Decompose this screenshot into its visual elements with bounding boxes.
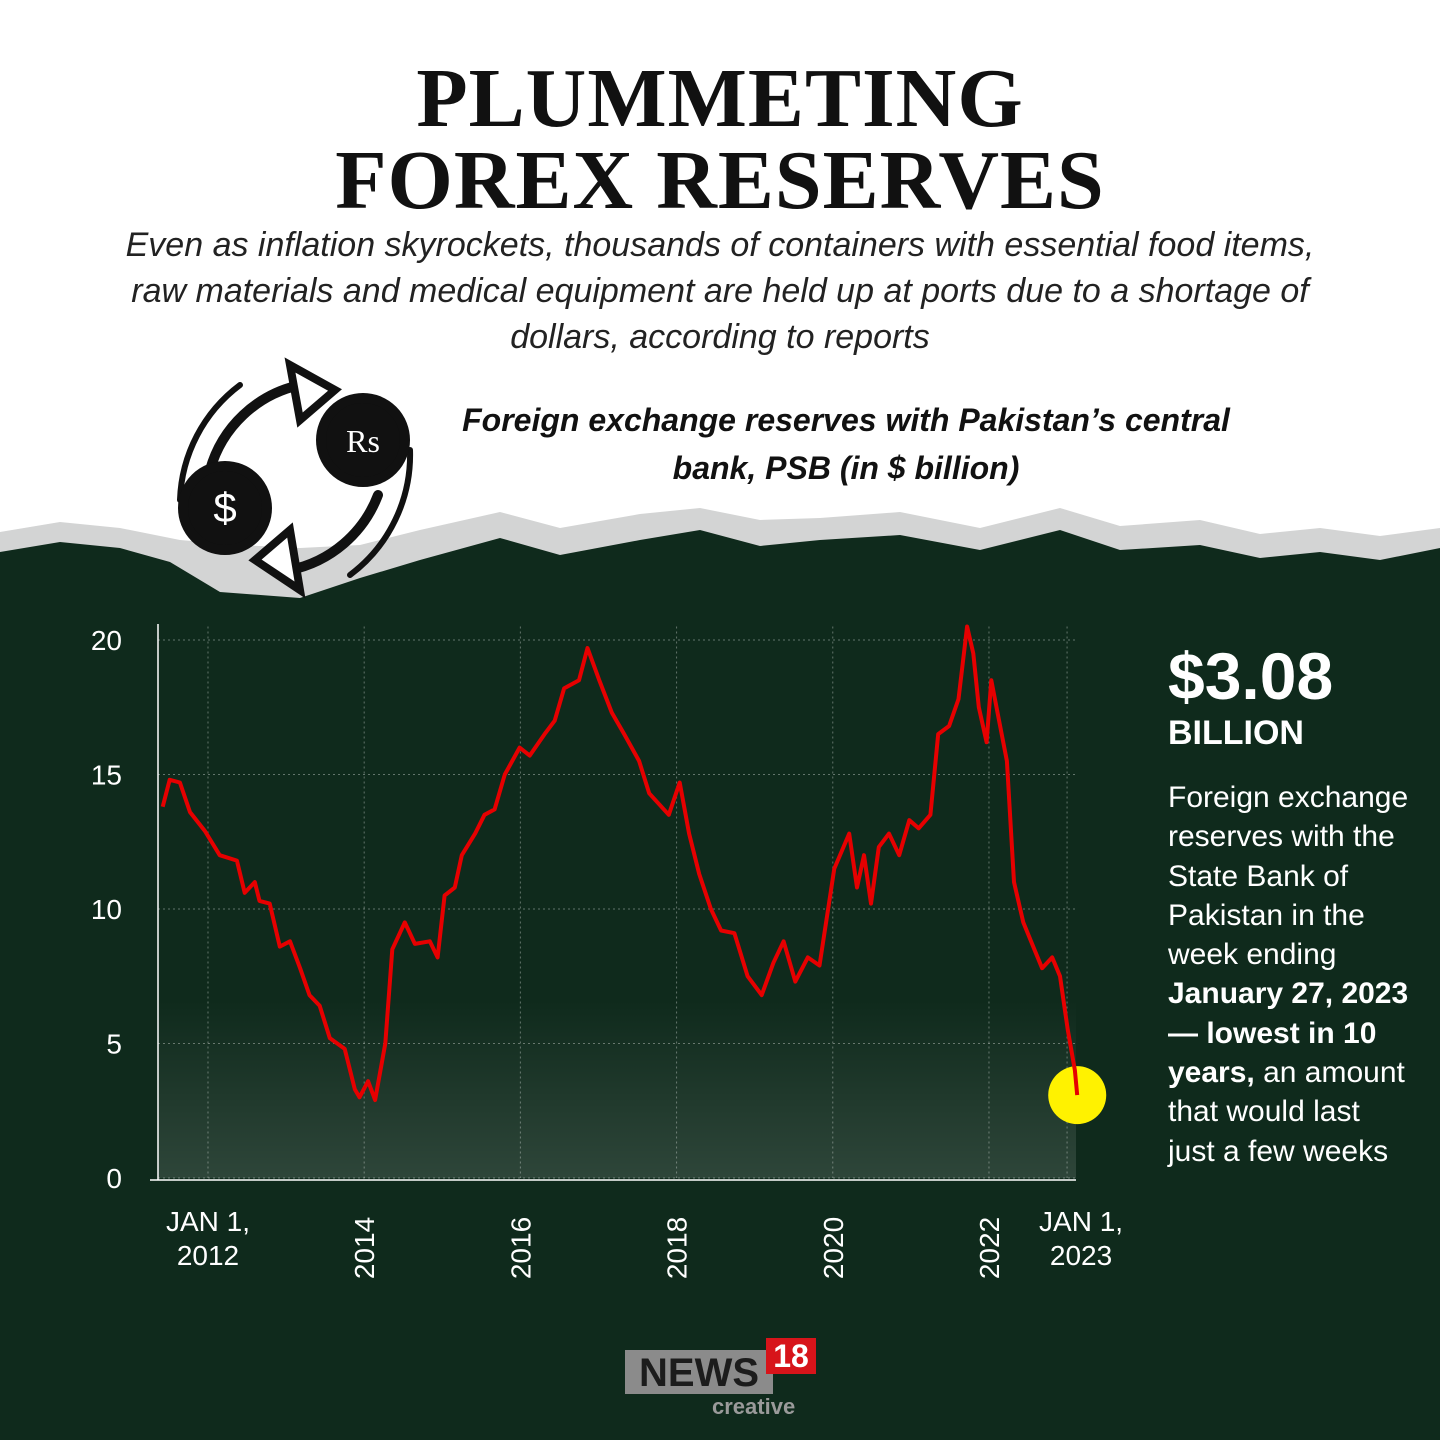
logo-number: 18 <box>766 1338 816 1374</box>
logo-tag: creative <box>712 1394 796 1419</box>
y-tick-label: 5 <box>106 1028 122 1059</box>
currency-icon <box>177 357 414 599</box>
logo-name: NEWS <box>625 1350 773 1395</box>
x-tick-label: 2020 <box>818 1217 849 1279</box>
annotation-value: $3.08 <box>1168 639 1334 713</box>
x-tick-label: JAN 1, 2012 <box>165 1206 250 1271</box>
title-line: FOREX RESERVES <box>335 134 1105 227</box>
x-tick-label: 2016 <box>505 1217 536 1279</box>
chart-title: Foreign exchange reserves with Pakistan’… <box>462 402 1230 486</box>
title: PLUMMETING FOREX RESERVES <box>220 52 1220 227</box>
subtitle: Even as inflation skyrockets, thousands … <box>125 226 1315 356</box>
icon-arrow <box>248 522 306 599</box>
icon-arc <box>347 447 414 578</box>
x-tick-label: 2018 <box>662 1217 693 1279</box>
icon-arc <box>285 490 383 575</box>
dark-panel <box>0 530 1440 1440</box>
icon-arc <box>177 382 243 503</box>
data-line <box>160 624 1080 1102</box>
x-tick-label: JAN 1, 2023 <box>1039 1206 1124 1271</box>
plot-shade <box>158 1000 1076 1178</box>
annotation-segment: an amount that would last just a few wee… <box>1168 1056 1405 1168</box>
annotation-segment: January 27, 2023 — lowest in 10 years, <box>1168 977 1409 1090</box>
annotation-segment: Foreign exchange reserves with the State… <box>1168 781 1409 972</box>
annotation-unit: BILLION <box>1168 714 1304 752</box>
title-line: PLUMMETING <box>416 52 1024 145</box>
icon-symbol: $ <box>213 484 236 531</box>
x-tick-label: 2022 <box>974 1217 1005 1279</box>
icon-arc <box>205 380 305 475</box>
icon-coin <box>316 393 410 487</box>
y-tick-label: 0 <box>106 1163 122 1194</box>
icon-symbol: Rs <box>346 423 380 459</box>
highlight-dot <box>1048 1066 1107 1125</box>
annotation-text: Foreign exchange reserves with the State… <box>1168 778 1413 1171</box>
icon-coin <box>178 461 272 555</box>
y-tick-label: 15 <box>91 759 122 790</box>
y-tick-label: 10 <box>91 894 122 925</box>
y-tick-label: 20 <box>91 625 122 656</box>
x-tick-label: 2014 <box>349 1217 380 1279</box>
icon-arrow <box>284 357 342 428</box>
